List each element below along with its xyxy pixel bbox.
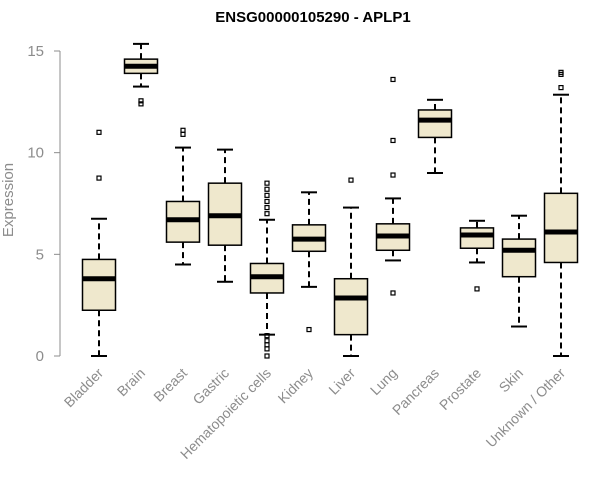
outlier-point bbox=[180, 131, 186, 137]
iqr-box bbox=[333, 277, 369, 336]
outlier-point bbox=[558, 69, 564, 75]
outlier-point bbox=[390, 76, 396, 83]
y-tick-label: 0 bbox=[36, 348, 44, 365]
y-axis: 0 5 10 15 bbox=[27, 43, 61, 365]
outlier-point bbox=[96, 175, 102, 181]
outlier-point bbox=[390, 290, 396, 296]
y-tick-label: 15 bbox=[27, 43, 44, 60]
outlier-point bbox=[264, 211, 270, 217]
x-tick-label: Brain bbox=[114, 365, 148, 399]
box-group bbox=[459, 219, 495, 292]
y-tick-label: 5 bbox=[36, 246, 44, 263]
outlier-point bbox=[390, 137, 396, 144]
x-tick-label: Prostate bbox=[436, 365, 484, 413]
chart-title: ENSG00000105290 - APLP1 bbox=[215, 9, 410, 26]
x-tick-label: Kidney bbox=[275, 365, 317, 407]
box-group bbox=[249, 180, 285, 359]
outlier-point bbox=[264, 198, 270, 205]
outlier-point bbox=[264, 333, 270, 339]
x-tick-label: Bladder bbox=[61, 365, 107, 411]
outlier-point bbox=[138, 98, 144, 104]
iqr-box bbox=[81, 258, 117, 311]
outlier-point bbox=[390, 172, 396, 178]
x-tick-label: Lung bbox=[367, 365, 400, 398]
x-tick-label: Unknown / Other bbox=[483, 365, 569, 451]
box-group bbox=[543, 69, 579, 357]
outlier-point bbox=[96, 129, 102, 135]
outlier-point bbox=[348, 177, 354, 183]
outlier-point bbox=[264, 186, 270, 192]
box-group bbox=[165, 127, 201, 266]
iqr-box bbox=[543, 192, 579, 264]
box-group bbox=[501, 214, 537, 328]
iqr-box bbox=[501, 238, 537, 278]
x-tick-label: Breast bbox=[150, 365, 190, 405]
iqr-box bbox=[459, 227, 495, 249]
outlier-point bbox=[474, 286, 480, 292]
iqr-box bbox=[417, 109, 453, 139]
y-axis-label: Expression bbox=[0, 163, 17, 237]
box-group bbox=[375, 76, 411, 296]
outlier-point bbox=[264, 346, 270, 352]
x-tick-label: Pancreas bbox=[389, 365, 442, 418]
outlier-point bbox=[138, 101, 144, 107]
box-group bbox=[123, 42, 159, 107]
x-tick-label: Liver bbox=[325, 365, 358, 398]
outlier-point bbox=[264, 342, 270, 348]
box-group bbox=[417, 98, 453, 174]
outlier-point bbox=[306, 326, 312, 333]
box-group bbox=[333, 177, 369, 357]
y-tick-label: 10 bbox=[27, 145, 44, 162]
outlier-point bbox=[264, 192, 270, 198]
boxes-layer bbox=[81, 42, 579, 359]
outlier-point bbox=[264, 204, 270, 211]
x-tick-label: Skin bbox=[496, 365, 527, 396]
box-group bbox=[207, 148, 243, 283]
outlier-point bbox=[180, 127, 186, 133]
outlier-point bbox=[264, 338, 270, 344]
box-group bbox=[81, 129, 117, 357]
box-group bbox=[291, 191, 327, 333]
outlier-point bbox=[558, 84, 564, 91]
outlier-point bbox=[264, 353, 270, 359]
outlier-point bbox=[264, 180, 270, 186]
